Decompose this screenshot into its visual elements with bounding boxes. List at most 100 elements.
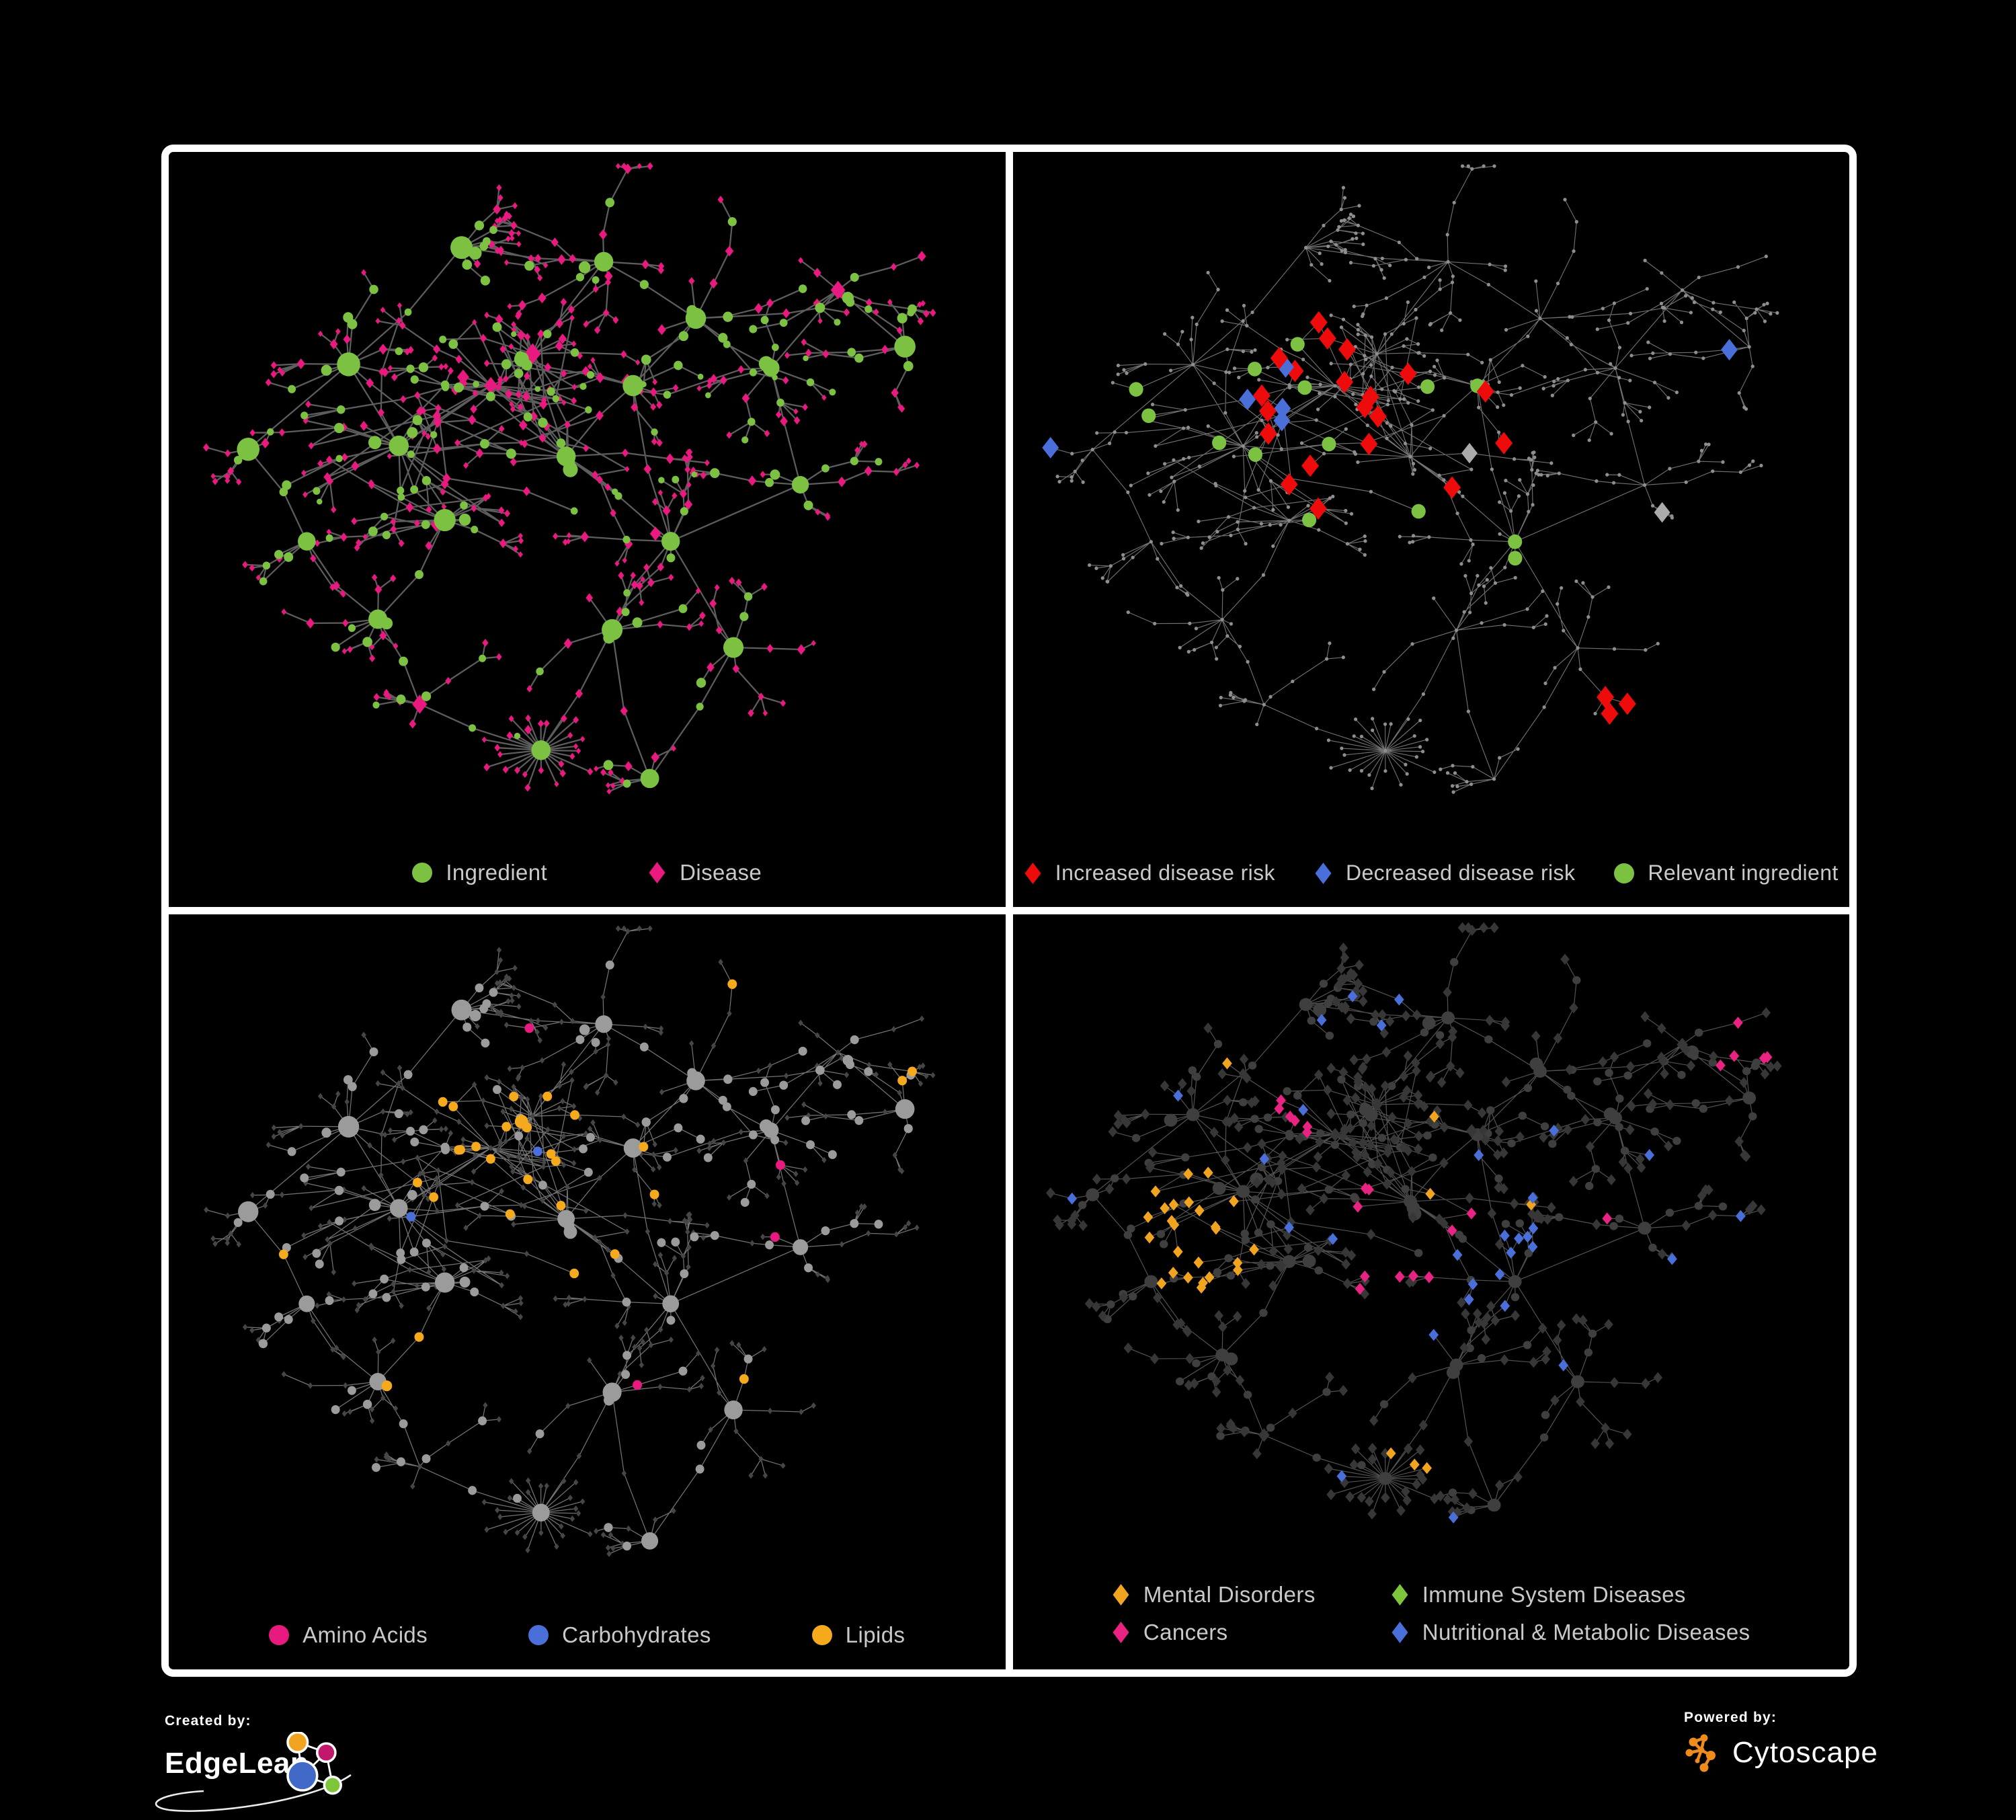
network-node-diamond bbox=[914, 461, 920, 469]
network-node-circle bbox=[1254, 431, 1258, 435]
network-node-circle bbox=[703, 1153, 713, 1162]
network-node-diamond bbox=[920, 300, 926, 307]
network-node-circle bbox=[1531, 483, 1535, 487]
network-node-circle bbox=[748, 1130, 758, 1140]
network-node-diamond bbox=[1338, 942, 1348, 954]
network-node-diamond bbox=[360, 420, 368, 431]
network-node-diamond bbox=[1340, 1259, 1350, 1270]
network-node-diamond bbox=[1492, 1149, 1502, 1160]
network-node-diamond bbox=[696, 1147, 702, 1154]
network-node-circle bbox=[380, 1274, 389, 1283]
network-node-circle bbox=[1213, 1039, 1222, 1048]
network-node-circle bbox=[421, 520, 430, 529]
network-node-circle bbox=[1534, 471, 1538, 475]
network-node-diamond bbox=[917, 301, 922, 308]
network-node-circle bbox=[1476, 583, 1481, 587]
network-node-diamond bbox=[305, 400, 311, 408]
network-node-circle bbox=[410, 1137, 419, 1147]
network-node-circle bbox=[1385, 403, 1389, 407]
network-node-circle bbox=[1316, 528, 1320, 532]
network-node-diamond bbox=[1409, 1458, 1420, 1471]
network-node-circle bbox=[604, 1394, 614, 1406]
network-node-circle bbox=[1312, 1453, 1321, 1462]
network-node-diamond bbox=[494, 247, 501, 255]
network-node-diamond bbox=[1626, 1101, 1636, 1112]
network-node-diamond bbox=[1552, 1335, 1562, 1346]
network-node-diamond bbox=[421, 1192, 427, 1199]
network-node-circle bbox=[1265, 365, 1270, 370]
network-node-diamond bbox=[711, 1042, 717, 1050]
network-node-circle bbox=[413, 1177, 422, 1188]
network-node-diamond bbox=[1177, 1078, 1187, 1089]
network-node-circle bbox=[1145, 471, 1150, 475]
network-node-diamond bbox=[417, 1463, 423, 1470]
network-node-diamond bbox=[356, 1302, 362, 1308]
network-node-diamond bbox=[1456, 1297, 1466, 1308]
network-node-diamond bbox=[1367, 1508, 1377, 1519]
network-node-diamond bbox=[726, 431, 733, 439]
macronutrient-graph bbox=[204, 925, 936, 1557]
network-node-circle bbox=[1384, 436, 1389, 440]
network-node-diamond bbox=[562, 539, 569, 546]
network-node-diamond bbox=[606, 1035, 611, 1042]
network-node-diamond bbox=[1235, 1374, 1244, 1386]
network-node-diamond bbox=[1541, 1346, 1551, 1357]
network-node-circle bbox=[1367, 1160, 1376, 1169]
network-node-diamond bbox=[651, 1151, 656, 1158]
network-node-circle bbox=[1407, 541, 1412, 545]
network-node-diamond bbox=[1203, 1022, 1213, 1034]
network-node-circle bbox=[1416, 351, 1420, 355]
network-node-circle bbox=[1299, 441, 1303, 445]
network-node-circle bbox=[1768, 312, 1773, 316]
network-node-circle bbox=[1628, 311, 1632, 315]
network-node-circle bbox=[1543, 622, 1547, 626]
network-node-circle bbox=[1448, 311, 1452, 315]
network-node-circle bbox=[1508, 509, 1513, 513]
network-node-circle bbox=[1116, 363, 1120, 368]
network-node-diamond bbox=[1394, 1271, 1405, 1283]
network-node-diamond bbox=[1494, 1125, 1504, 1137]
network-node-diamond bbox=[727, 1010, 732, 1017]
network-node-circle bbox=[897, 313, 908, 324]
network-node-circle bbox=[1672, 1136, 1681, 1145]
network-node-circle bbox=[1303, 245, 1307, 250]
network-node-circle bbox=[1545, 473, 1549, 478]
network-node-diamond bbox=[503, 509, 511, 518]
network-node-diamond bbox=[649, 526, 661, 541]
network-node-circle bbox=[1191, 362, 1195, 366]
network-node-circle bbox=[621, 608, 630, 617]
network-node-diamond bbox=[552, 1001, 557, 1008]
created-by-label: Created by: bbox=[165, 1713, 251, 1729]
network-node-diamond bbox=[521, 439, 528, 448]
network-node-diamond bbox=[444, 1237, 450, 1244]
network-node-diamond bbox=[499, 539, 508, 549]
network-node-circle bbox=[1195, 322, 1199, 327]
network-node-diamond bbox=[596, 410, 604, 421]
network-node-diamond bbox=[1591, 1219, 1601, 1230]
network-node-diamond bbox=[1494, 1479, 1504, 1491]
network-node-circle bbox=[1321, 436, 1336, 452]
network-node-circle bbox=[501, 1121, 512, 1132]
network-node-circle bbox=[1397, 240, 1401, 245]
network-node-circle bbox=[1591, 1164, 1600, 1173]
network-node-diamond bbox=[496, 947, 502, 953]
network-node-circle bbox=[586, 370, 595, 379]
network-node-circle bbox=[1235, 577, 1239, 581]
network-node-diamond bbox=[426, 1269, 432, 1275]
network-node-circle bbox=[687, 1068, 697, 1078]
network-node-circle bbox=[1229, 622, 1233, 626]
network-node-diamond bbox=[1381, 1179, 1392, 1190]
network-node-circle bbox=[1152, 621, 1156, 626]
network-node-diamond bbox=[657, 562, 664, 572]
network-node-diamond bbox=[618, 1335, 624, 1341]
network-node-diamond bbox=[1450, 1494, 1459, 1505]
network-node-diamond bbox=[325, 1236, 330, 1243]
network-node-diamond bbox=[1415, 1469, 1424, 1480]
network-node-diamond bbox=[1437, 1076, 1446, 1089]
network-node-diamond bbox=[684, 465, 691, 474]
network-node-diamond bbox=[1275, 1094, 1286, 1107]
network-node-diamond bbox=[1256, 1259, 1266, 1270]
network-node-circle bbox=[1373, 256, 1377, 261]
network-node-diamond bbox=[616, 606, 624, 617]
network-node-circle bbox=[1742, 405, 1746, 409]
